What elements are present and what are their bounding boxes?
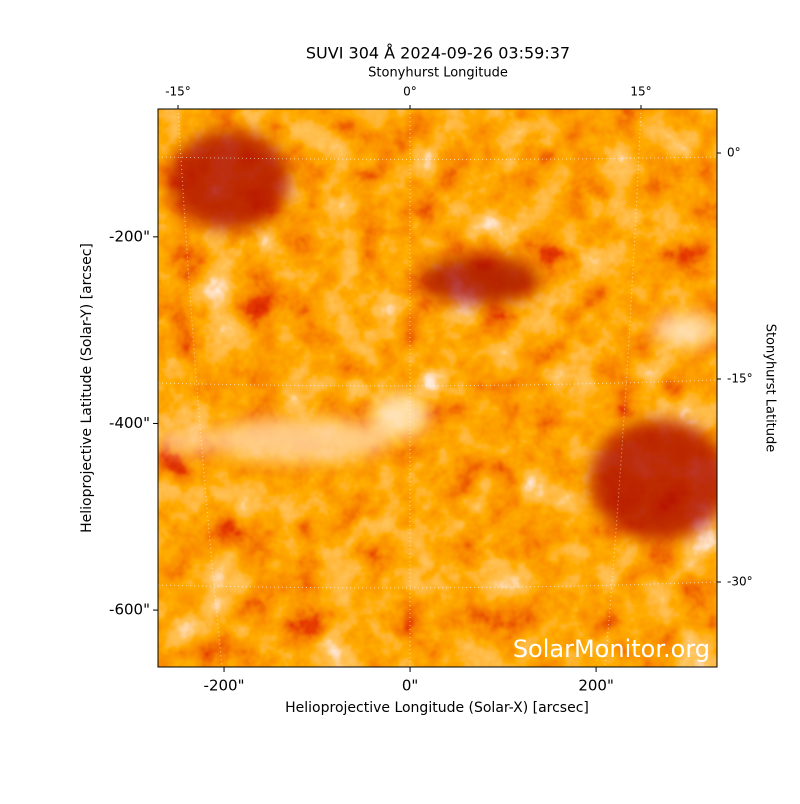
watermark: SolarMonitor.org [513,635,710,663]
x2-tick-label: 15° [630,85,651,99]
x-axis-label: Helioprojective Longitude (Solar-X) [arc… [285,700,589,716]
x-tick-label: 0" [402,677,418,695]
y2-axis-label: Stonyhurst Latitude [763,324,778,453]
y-tick-label: -600" [109,601,150,619]
plot-frame [157,108,718,668]
y2-tick-label: 0° [727,146,741,160]
x-tick-label: 200" [578,677,614,695]
x-tick-label: -200" [204,677,245,695]
y2-tick-label: -15° [727,372,753,386]
x2-tick-label: -15° [165,85,191,99]
y-tick-label: -200" [109,227,150,245]
y2-tick-label: -30° [727,575,753,589]
x2-axis-label: Stonyhurst Longitude [368,66,508,81]
x2-tick-label: 0° [403,85,417,99]
y-axis-label: Helioprojective Latitude (Solar-Y) [arcs… [79,243,95,533]
chart-title: SUVI 304 Å 2024-09-26 03:59:37 [306,44,570,63]
y-tick-label: -400" [109,414,150,432]
solar-image [158,109,717,667]
